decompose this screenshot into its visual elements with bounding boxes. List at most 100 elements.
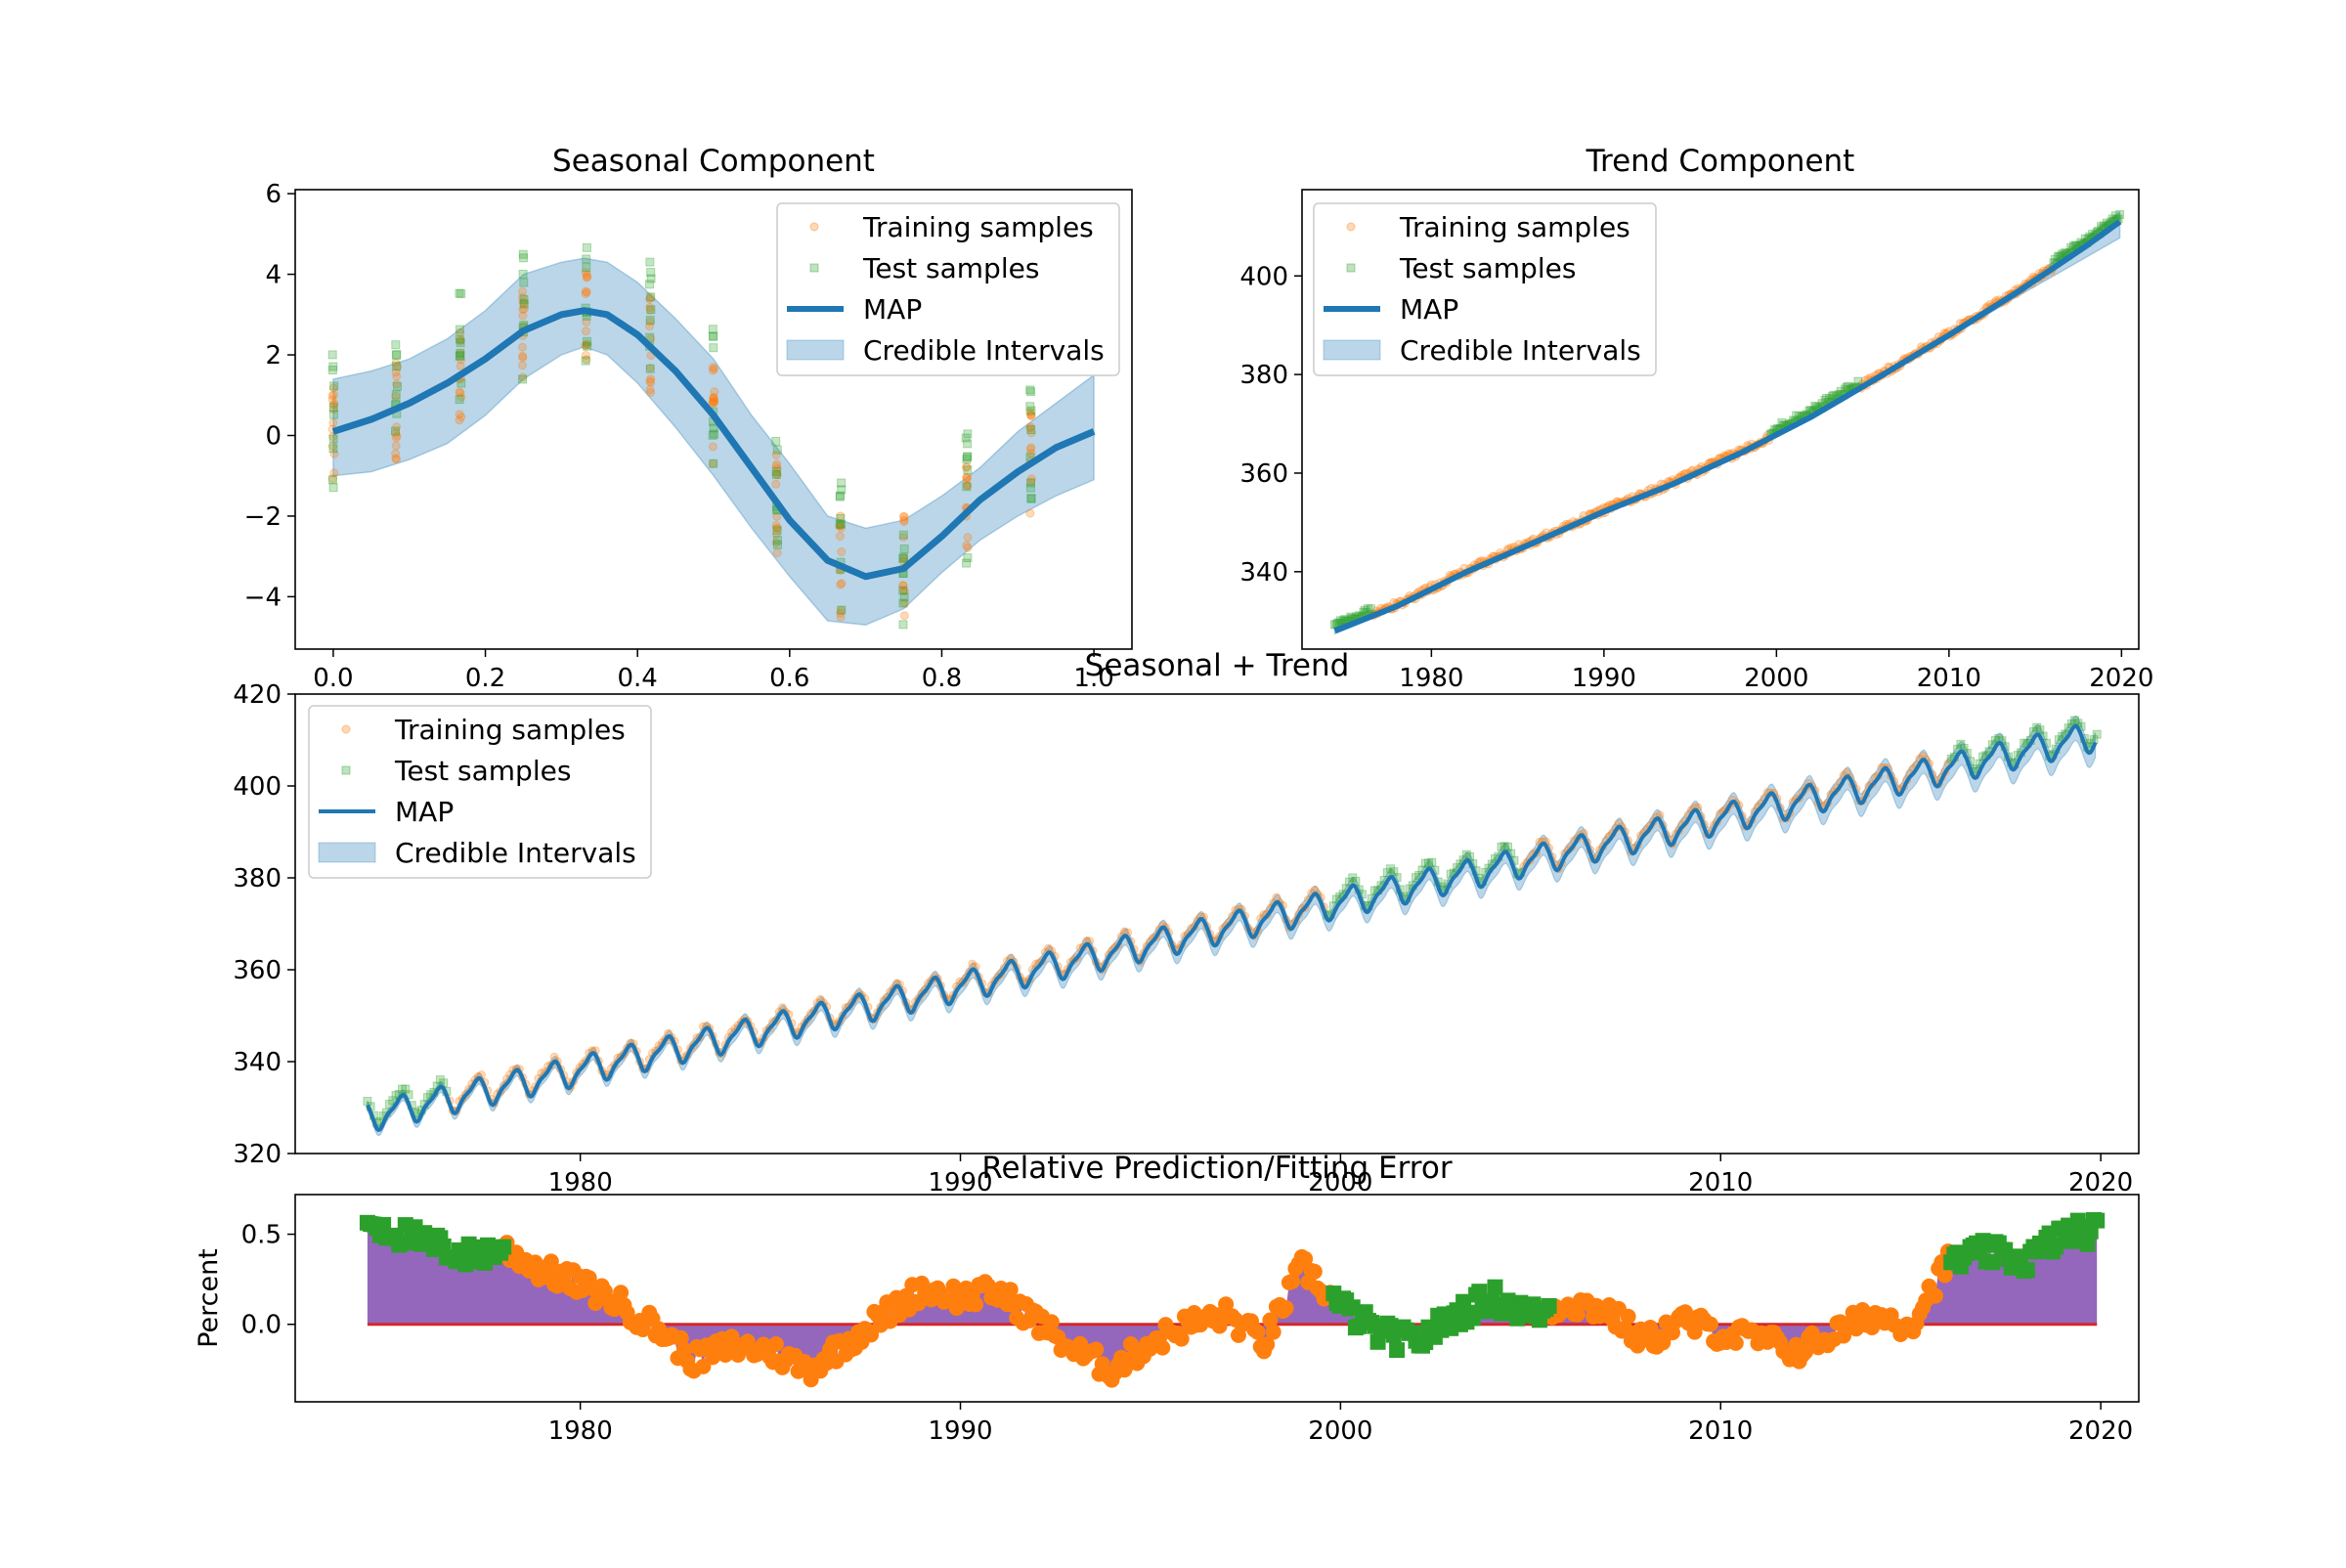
seasonal-training-point — [899, 515, 909, 525]
seasonal-test-point — [963, 453, 972, 462]
seasonal-training-point — [391, 358, 401, 368]
seasonal-training-point — [898, 586, 908, 595]
seasonal-test-point — [391, 390, 401, 400]
seasonal-y-ticks: −4 −2 0 2 4 6 — [244, 180, 295, 612]
combined-test-point — [1497, 842, 1506, 851]
seasonal-training-point — [1026, 412, 1036, 421]
seasonal-training-point — [646, 374, 656, 384]
seasonal-training-point — [900, 598, 909, 608]
seasonal-test-point — [708, 331, 717, 341]
seasonal-training-point — [836, 532, 845, 542]
seasonal-training-point — [581, 289, 590, 298]
seasonal-training-point — [963, 533, 973, 543]
combined-x-tick-label: 2020 — [2068, 1168, 2133, 1198]
seasonal-x-tick-label: 0.8 — [922, 664, 962, 693]
seasonal-training-point — [583, 339, 591, 349]
seasonal-test-point — [771, 470, 781, 480]
combined-x-tick-label: 1980 — [548, 1168, 613, 1198]
seasonal-legend-test-label: Test samples — [862, 252, 1039, 284]
error-training-point — [1262, 1312, 1279, 1328]
error-training-point — [1173, 1330, 1190, 1347]
seasonal-training-point — [456, 348, 465, 358]
seasonal-test-point — [961, 433, 971, 443]
trend-legend-box — [1313, 202, 1657, 376]
seasonal-test-point — [646, 305, 656, 315]
seasonal-test-point — [835, 519, 845, 529]
error-training-point — [1249, 1324, 1266, 1340]
seasonal-test-point — [962, 455, 972, 464]
trend-y-ticks: 340 360 380 400 — [1239, 262, 1302, 588]
seasonal-training-point — [581, 351, 590, 360]
seasonal-training-point — [963, 543, 973, 552]
seasonal-test-point — [837, 519, 846, 529]
combined-credible-band — [367, 715, 2097, 1137]
seasonal-trend-legend-training-marker — [341, 724, 351, 734]
seasonal-training-point — [456, 355, 466, 365]
seasonal-map-path — [331, 307, 1096, 581]
seasonal-training-point — [456, 388, 465, 398]
trend-test-point — [2080, 234, 2090, 243]
trend-test-point — [1366, 604, 1375, 614]
error-training-point — [1265, 1324, 1282, 1340]
trend-legend-training-marker — [1346, 222, 1356, 232]
trend-y-tick-label: 340 — [1239, 558, 1288, 588]
trend-test-point — [2115, 210, 2125, 219]
seasonal-x-tick-label: 0.6 — [769, 664, 809, 693]
error-test-point — [2019, 1262, 2035, 1279]
seasonal-test-point — [1026, 387, 1036, 397]
error-training-point — [1727, 1334, 1744, 1351]
combined-y-tick-label: 400 — [233, 772, 282, 802]
error-training-point — [1620, 1308, 1636, 1325]
seasonal-test-point — [645, 315, 655, 325]
seasonal-training-point — [709, 394, 718, 404]
seasonal-test-point — [519, 278, 529, 287]
seasonal-test-point — [772, 536, 782, 545]
seasonal-training-point — [1025, 422, 1035, 432]
seasonal-training-point — [645, 317, 655, 327]
seasonal-test-point — [328, 483, 338, 493]
seasonal-legend-training-marker — [809, 222, 819, 232]
trend-x-tick-label: 2010 — [1917, 664, 1981, 693]
seasonal-training-point — [835, 521, 845, 530]
error-training-point — [767, 1336, 784, 1352]
seasonal-test-point — [582, 263, 591, 273]
error-test-point — [1541, 1297, 1557, 1314]
seasonal-training-point — [646, 377, 656, 387]
seasonal-training-point — [329, 449, 339, 458]
trend-test-point — [2097, 222, 2106, 232]
seasonal-training-point — [772, 459, 782, 469]
error-area-path — [367, 1220, 2098, 1380]
error-test-point — [1984, 1254, 2001, 1271]
seasonal-training-point — [1026, 477, 1036, 487]
trend-test-point — [1777, 417, 1787, 427]
combined-test-point — [1412, 873, 1420, 883]
seasonal-training-point — [456, 361, 465, 370]
seasonal-test-point — [393, 381, 402, 391]
trend-test-point — [2069, 241, 2078, 251]
seasonal-test-point — [328, 444, 338, 454]
seasonal-training-point — [709, 397, 718, 407]
seasonal-test-point — [963, 452, 973, 461]
error-training-point — [1278, 1300, 1294, 1317]
trend-test-point — [1825, 394, 1834, 404]
seasonal-test-point — [1026, 425, 1036, 435]
seasonal-test-point — [1026, 478, 1035, 488]
seasonal-training-point — [582, 317, 591, 327]
seasonal-training-point — [391, 368, 401, 377]
seasonal-training-point — [1025, 508, 1035, 518]
seasonal-training-point — [899, 517, 909, 527]
seasonal-training-point — [518, 297, 528, 307]
seasonal-test-point — [836, 513, 846, 523]
seasonal-training-point — [837, 605, 846, 615]
seasonal-y-tick-label: −4 — [244, 583, 282, 612]
trend-test-point — [1827, 392, 1837, 402]
seasonal-training-point — [772, 464, 782, 473]
seasonal-training-point — [391, 428, 401, 438]
seasonal-test-point — [582, 254, 591, 264]
seasonal-test-point — [1026, 406, 1036, 415]
seasonal-test-point — [456, 351, 465, 360]
seasonal-test-point — [518, 269, 528, 279]
seasonal-training-point — [963, 473, 973, 483]
seasonal-training-point — [582, 355, 591, 365]
